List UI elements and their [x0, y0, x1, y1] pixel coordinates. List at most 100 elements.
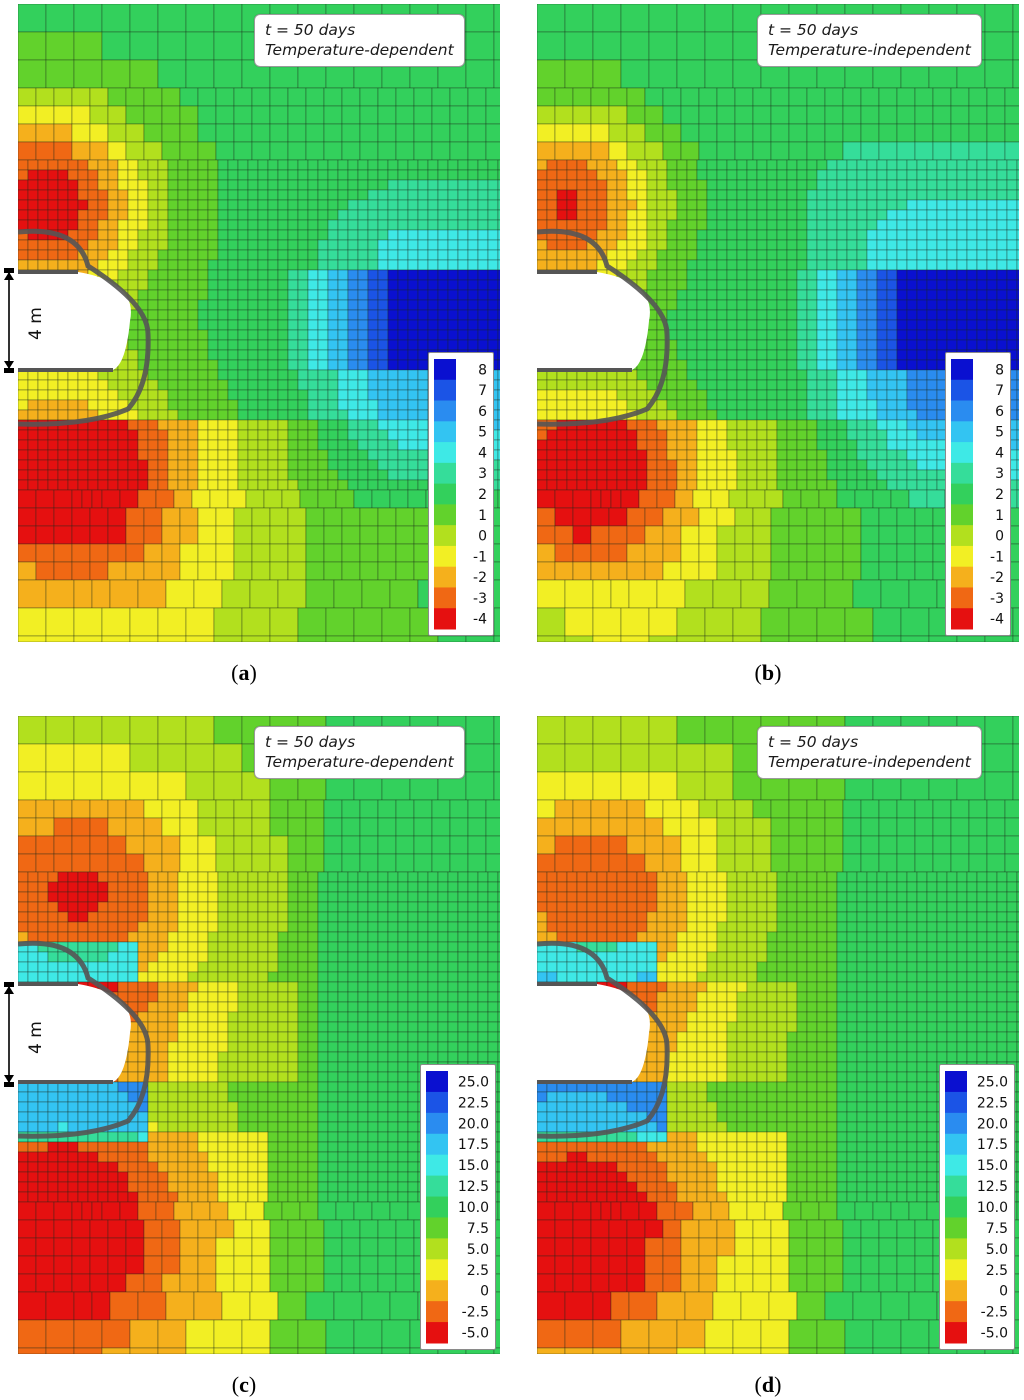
info-box-c: t = 50 days Temperature-dependent — [254, 726, 465, 779]
legend-label-d-2: 20.0 — [977, 1116, 1008, 1132]
legend-swatch-b-12 — [951, 608, 973, 630]
legend-label-c-11: -2.5 — [462, 1305, 489, 1321]
legend-swatch-d-6 — [945, 1196, 967, 1218]
caption-letter-c: c — [239, 1372, 249, 1397]
caption-letter-a: a — [238, 660, 250, 685]
legend-swatch-c-0 — [426, 1071, 448, 1093]
legend-label-c-6: 10.0 — [458, 1200, 489, 1216]
info-time-c: t = 50 days — [265, 733, 356, 751]
caption-letter-b: b — [761, 660, 775, 685]
legend-label-d-5: 12.5 — [977, 1179, 1008, 1195]
legend-swatch-d-12 — [945, 1322, 967, 1344]
info-model-b: Temperature-independent — [768, 41, 971, 59]
legend-swatch-b-4 — [951, 442, 973, 464]
legend-label-b-5: 3 — [995, 466, 1004, 482]
legend-label-a-12: -4 — [473, 612, 487, 628]
legend-label-b-12: -4 — [990, 612, 1004, 628]
legend-label-a-4: 4 — [478, 445, 487, 461]
legend-label-d-7: 7.5 — [986, 1221, 1008, 1237]
caption-c: (c) — [231, 1372, 257, 1397]
legend-swatch-a-4 — [434, 442, 456, 464]
legend-label-a-3: 5 — [478, 425, 487, 441]
legend-swatch-d-4 — [945, 1154, 967, 1177]
contour-panel-b: t = 50 days Temperature-independent 8 7 6 5… — [537, 4, 1019, 642]
legend-swatch-d-2 — [945, 1112, 967, 1135]
legend-scale-a: 8 7 6 5 4 3 2 1 0 -1 -2 -3 -4 — [434, 359, 487, 630]
tunnel-opening-d — [537, 984, 650, 1082]
legend-label-d-3: 17.5 — [977, 1137, 1008, 1153]
legend-swatch-c-6 — [426, 1196, 448, 1218]
info-box-d: t = 50 days Temperature-independent — [757, 726, 982, 779]
legend-swatch-a-7 — [434, 504, 456, 526]
legend-scale-d: 25.0 22.5 20.0 17.5 15.0 12.5 10.0 7.5 5.0 2.5 0 -2… — [945, 1071, 1008, 1344]
legend-label-d-6: 10.0 — [977, 1200, 1008, 1216]
contour-panel-c: t = 50 days Temperature-dependent 25.0 22… — [18, 716, 500, 1354]
info-time-a: t = 50 days — [265, 21, 356, 39]
legend-swatch-d-5 — [945, 1175, 967, 1198]
legend-swatch-b-9 — [951, 545, 973, 568]
legend-swatch-c-3 — [426, 1133, 448, 1156]
color-legend-b: 8 7 6 5 4 3 2 1 0 -1 -2 -3 -4 — [945, 352, 1011, 636]
tunnel-edge-d — [537, 982, 632, 1084]
legend-swatch-c-9 — [426, 1259, 448, 1281]
legend-swatch-a-10 — [434, 566, 456, 588]
legend-swatch-d-0 — [945, 1071, 967, 1093]
caption-b: (b) — [754, 660, 782, 685]
legend-label-b-2: 6 — [995, 404, 1004, 420]
tunnel-lining-c — [18, 940, 151, 1139]
legend-label-d-0: 25.0 — [977, 1074, 1008, 1090]
legend-label-c-8: 5.0 — [467, 1242, 489, 1258]
legend-swatch-b-0 — [951, 359, 973, 381]
tunnel-edge-b — [537, 270, 632, 372]
legend-swatch-a-12 — [434, 608, 456, 630]
legend-label-c-2: 20.0 — [458, 1116, 489, 1132]
legend-label-c-4: 15.0 — [458, 1158, 489, 1174]
legend-swatch-a-3 — [434, 421, 456, 443]
contour-field-c — [18, 716, 500, 1354]
legend-label-b-6: 2 — [995, 487, 1004, 503]
legend-label-c-9: 2.5 — [467, 1263, 489, 1279]
info-time-d: t = 50 days — [768, 733, 859, 751]
scale-label-a: 4 m — [26, 307, 46, 340]
legend-swatch-a-9 — [434, 545, 456, 568]
legend-swatch-a-5 — [434, 462, 456, 485]
legend-swatch-c-2 — [426, 1112, 448, 1135]
color-legend-a: 8 7 6 5 4 3 2 1 0 -1 -2 -3 -4 — [428, 352, 494, 636]
tunnel-lining-a — [18, 228, 151, 427]
legend-label-a-9: -1 — [473, 549, 487, 565]
color-legend-c: 25.0 22.5 20.0 17.5 15.0 12.5 10.0 7.5 5.0 2.5 0 -2… — [420, 1064, 496, 1350]
legend-swatch-c-1 — [426, 1091, 448, 1114]
scale-label-c: 4 m — [26, 1021, 46, 1054]
legend-swatch-c-8 — [426, 1238, 448, 1260]
contour-panel-a: t = 50 days Temperature-dependent 8 7 6 5 4 3… — [18, 4, 500, 642]
legend-swatch-a-8 — [434, 525, 456, 547]
legend-label-d-12: -5.0 — [981, 1326, 1008, 1342]
legend-swatch-d-8 — [945, 1238, 967, 1260]
legend-label-c-0: 25.0 — [458, 1074, 489, 1090]
legend-swatch-b-3 — [951, 421, 973, 443]
legend-label-b-4: 4 — [995, 445, 1004, 461]
legend-label-a-6: 2 — [478, 487, 487, 503]
legend-label-b-10: -2 — [990, 570, 1004, 586]
legend-swatch-a-1 — [434, 379, 456, 402]
legend-scale-c: 25.0 22.5 20.0 17.5 15.0 12.5 10.0 7.5 5.0 2.5 0 -2… — [426, 1071, 489, 1344]
legend-swatch-b-7 — [951, 504, 973, 526]
info-model-a: Temperature-dependent — [265, 41, 454, 59]
legend-label-b-1: 7 — [995, 383, 1004, 399]
legend-swatch-c-7 — [426, 1217, 448, 1239]
legend-label-a-11: -3 — [473, 591, 487, 607]
color-legend-d: 25.0 22.5 20.0 17.5 15.0 12.5 10.0 7.5 5.0 2.5 0 -2… — [939, 1064, 1015, 1350]
legend-label-b-3: 5 — [995, 425, 1004, 441]
legend-swatch-c-10 — [426, 1280, 448, 1302]
legend-swatch-a-2 — [434, 400, 456, 422]
legend-label-c-1: 22.5 — [458, 1095, 489, 1111]
tunnel-lining-d — [537, 940, 670, 1139]
legend-swatch-b-8 — [951, 525, 973, 547]
legend-label-c-5: 12.5 — [458, 1179, 489, 1195]
legend-label-d-9: 2.5 — [986, 1263, 1008, 1279]
legend-label-d-8: 5.0 — [986, 1242, 1008, 1258]
legend-label-a-1: 7 — [478, 383, 487, 399]
legend-label-b-8: 0 — [995, 529, 1004, 545]
legend-label-b-9: -1 — [990, 549, 1004, 565]
legend-swatch-b-6 — [951, 483, 973, 505]
